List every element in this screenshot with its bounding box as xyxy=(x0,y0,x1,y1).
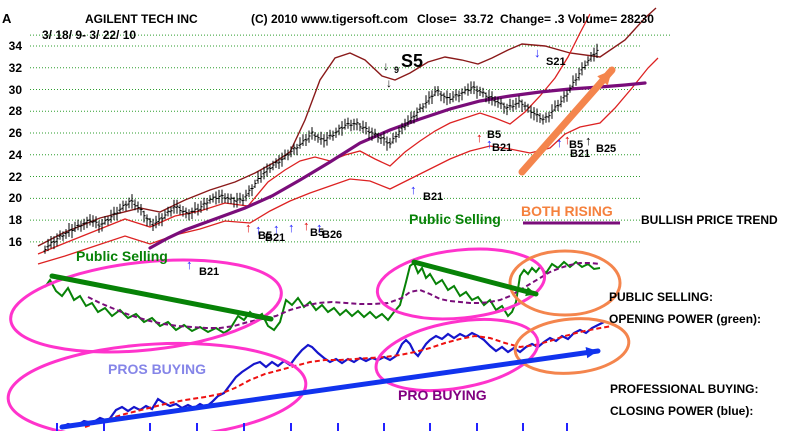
both-rising-label: BOTH RISING xyxy=(521,203,613,219)
signal-label: B21 xyxy=(265,232,286,244)
upper-band-line xyxy=(37,7,657,247)
professional-buying-caption: PROFESSIONAL BUYING: xyxy=(610,382,759,396)
annotation-ellipse xyxy=(513,317,631,375)
sell-arrow-icon: ↓ xyxy=(386,76,392,90)
green-declining-arrow-head xyxy=(525,286,536,297)
y-axis-label: 24 xyxy=(8,147,22,162)
annotation-ellipse xyxy=(375,247,547,321)
opening-power-line xyxy=(44,260,601,335)
annotation-shapes xyxy=(6,66,631,431)
buy-arrow-icon: ↑ xyxy=(288,220,295,235)
signal-label: S5 xyxy=(401,51,424,71)
y-axis-label: 32 xyxy=(8,60,22,75)
opening-power-ma-line xyxy=(87,262,601,329)
signal-label: B5 xyxy=(569,139,584,151)
signal-label: B25 xyxy=(596,143,617,155)
y-axis-label: 16 xyxy=(8,234,22,249)
date-range: 3/ 18/ 9- 3/ 22/ 10 xyxy=(42,28,137,42)
green-declining-trendline xyxy=(49,273,274,322)
price-candles xyxy=(43,43,599,254)
signal-label: B21 xyxy=(423,191,444,203)
signal-label: B26 xyxy=(322,229,343,241)
y-axis-label: 34 xyxy=(8,39,22,53)
buy-arrow-icon: ↑ xyxy=(255,222,262,237)
public-selling-label-left: Public Selling xyxy=(76,248,168,264)
blue-rising-arrow-head xyxy=(585,347,598,359)
buy-arrow-icon: ↑ xyxy=(486,136,493,151)
pro-buying-label: PRO BUYING xyxy=(398,387,487,403)
signal-label: B5 xyxy=(258,230,273,242)
annotation-ellipse xyxy=(374,318,540,392)
y-axis-label: 18 xyxy=(8,213,22,228)
ticker-symbol: A xyxy=(2,11,12,26)
buy-arrow-icon: ↑ xyxy=(245,220,252,235)
buy-arrow-icon: ↑ xyxy=(564,132,571,147)
signal-label: 9 xyxy=(394,65,400,75)
signal-label: S21 xyxy=(546,56,566,68)
sell-arrow-icon: ↓ xyxy=(383,59,389,73)
green-declining-arrow xyxy=(411,259,539,297)
annotation-ellipse xyxy=(508,249,622,317)
middle-band-line xyxy=(37,13,591,255)
quote-stats: Close= 33.72 Change= .3 Volume= 28230 xyxy=(417,12,654,26)
signal-label: B21 xyxy=(492,142,513,154)
y-axis-label: 26 xyxy=(8,126,22,141)
bullish-orange-arrow xyxy=(518,66,616,176)
buy-arrow-icon: ↑ xyxy=(316,220,323,235)
y-axis-label: 22 xyxy=(8,169,22,184)
copyright-text: (C) 2010 www.tigersoft.com xyxy=(251,12,408,26)
buy-arrow-icon: ↑ xyxy=(186,257,193,272)
signal-label: B21 xyxy=(570,148,591,160)
signal-label: B5 xyxy=(487,129,502,141)
public-selling-caption: PUBLIC SELLING: xyxy=(609,290,713,304)
buy-arrow-icon: ↑ xyxy=(476,130,483,145)
signal-label: B5 xyxy=(310,227,325,239)
bullish-price-trend-label: BULLISH PRICE TREND xyxy=(641,213,778,227)
y-axis-label: 30 xyxy=(8,82,22,97)
blue-rising-arrow xyxy=(59,348,601,430)
ohlc-bars xyxy=(43,43,599,254)
closing-power-ma-line xyxy=(84,325,613,428)
opening-power-caption: OPENING POWER (green): xyxy=(609,312,762,326)
indicator-lines xyxy=(44,260,613,429)
signal-label: B21 xyxy=(199,266,220,278)
buy-arrow-icon: ↑ xyxy=(410,182,417,197)
annotation-ellipse xyxy=(6,341,308,431)
sell-arrow-icon: ↓ xyxy=(534,45,541,60)
chart-title: AGILENT TECH INC xyxy=(85,12,198,26)
y-axis-label: 20 xyxy=(8,191,22,206)
buy-arrow-icon: ↑ xyxy=(273,221,280,236)
buy-arrow-icon: ↑ xyxy=(585,133,592,148)
public-selling-label-mid: Public Selling xyxy=(409,211,501,227)
y-axis-label: 28 xyxy=(8,104,22,119)
closing-power-caption: CLOSING POWER (blue): xyxy=(610,404,754,418)
buy-arrow-icon: ↑ xyxy=(556,135,563,150)
pros-buying-label: PROS BUYING xyxy=(108,361,207,377)
buy-arrow-icon: ↑ xyxy=(303,218,310,233)
bullish-orange-arrow-head xyxy=(597,70,612,86)
annotation-ellipse xyxy=(9,258,283,354)
